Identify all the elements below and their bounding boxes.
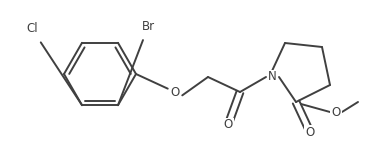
Text: O: O — [305, 125, 314, 138]
Text: Br: Br — [141, 21, 154, 33]
Text: O: O — [170, 86, 180, 98]
Text: O: O — [223, 119, 233, 132]
Text: Cl: Cl — [26, 22, 38, 35]
Text: O: O — [331, 106, 341, 119]
Text: N: N — [267, 70, 276, 84]
